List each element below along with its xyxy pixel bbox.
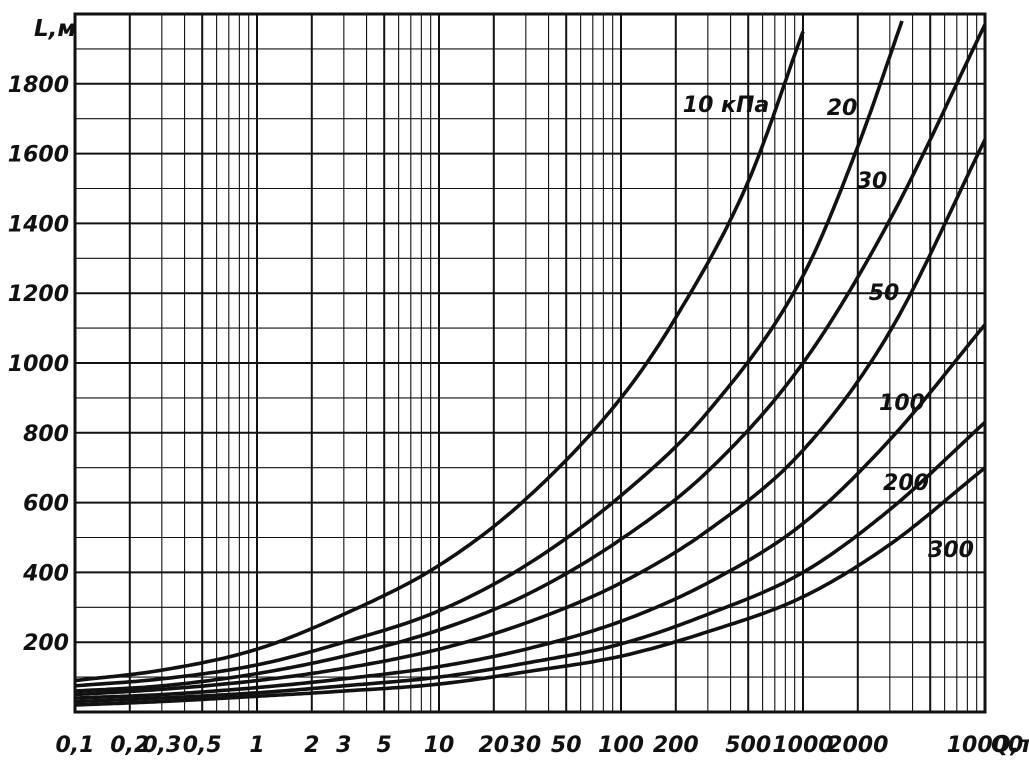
curve-3 bbox=[74, 23, 987, 693]
x-tick-label: 20 bbox=[478, 733, 509, 758]
x-tick-label: 0,1 bbox=[56, 733, 95, 758]
y-tick-label: 1200 bbox=[8, 282, 69, 307]
y-tick-label: 1800 bbox=[8, 73, 69, 98]
y-tick-label: 800 bbox=[23, 422, 69, 447]
x-tick-label: 2000 bbox=[827, 733, 888, 758]
curve-2 bbox=[74, 20, 904, 688]
curve-7 bbox=[74, 466, 987, 707]
curve-4 bbox=[74, 138, 987, 697]
curve-6 bbox=[74, 420, 987, 704]
x-tick-label: 500 bbox=[725, 733, 771, 758]
x-tick-label: 3 bbox=[336, 733, 351, 758]
x-tick-label: 0,5 bbox=[183, 733, 222, 758]
y-tick-label: 600 bbox=[23, 492, 69, 517]
curve-label-6: 200 bbox=[883, 471, 929, 496]
x-tick-label: 1000 bbox=[772, 733, 833, 758]
y-axis-label: L,м bbox=[34, 16, 76, 42]
x-tick-label: 10 bbox=[424, 733, 455, 758]
curve-label-4: 50 bbox=[869, 281, 900, 306]
curve-label-2: 20 bbox=[827, 96, 858, 121]
y-tick-label: 1400 bbox=[8, 212, 69, 237]
curve-label-1: 10 кПа bbox=[683, 93, 769, 118]
x-tick-label: 0,3 bbox=[142, 733, 181, 758]
y-tick-labels: 200 400 600 800 1000 1200 1400 1600 1800 bbox=[8, 73, 69, 656]
x-axis-label: Q,т bbox=[991, 732, 1029, 758]
y-tick-label: 400 bbox=[22, 561, 69, 586]
curve-5 bbox=[74, 323, 987, 700]
x-tick-labels: 0,1 0,20,3 0,5 1 2 3 5 10 20 30 50 100 200 500 1000200… bbox=[56, 733, 1024, 758]
x-tick-label: 200 bbox=[653, 733, 699, 758]
curve-label-7: 300 bbox=[928, 538, 974, 563]
x-tick-label: 100 bbox=[598, 733, 644, 758]
x-tick-label: 10000 bbox=[947, 733, 1024, 758]
curve-label-3: 30 bbox=[857, 169, 888, 194]
x-tick-label: 30 bbox=[511, 733, 542, 758]
curve-label-5: 100 bbox=[879, 391, 925, 416]
curve-1 bbox=[74, 30, 805, 683]
y-tick-label: 1000 bbox=[8, 352, 69, 377]
x-tick-label: 1 bbox=[249, 733, 264, 758]
y-tick-label: 200 bbox=[23, 631, 69, 656]
x-tick-label: 50 bbox=[551, 733, 582, 758]
curve-labels: 10 кПа 20 30 50 100 200 300 bbox=[683, 93, 974, 563]
plot-frame bbox=[73, 12, 987, 714]
x-tick-label: 2 bbox=[304, 733, 319, 758]
y-tick-label: 1600 bbox=[8, 143, 69, 168]
curves bbox=[74, 20, 987, 707]
x-tick-label: 0,2 bbox=[110, 733, 149, 758]
x-tick-label: 5 bbox=[377, 733, 392, 758]
